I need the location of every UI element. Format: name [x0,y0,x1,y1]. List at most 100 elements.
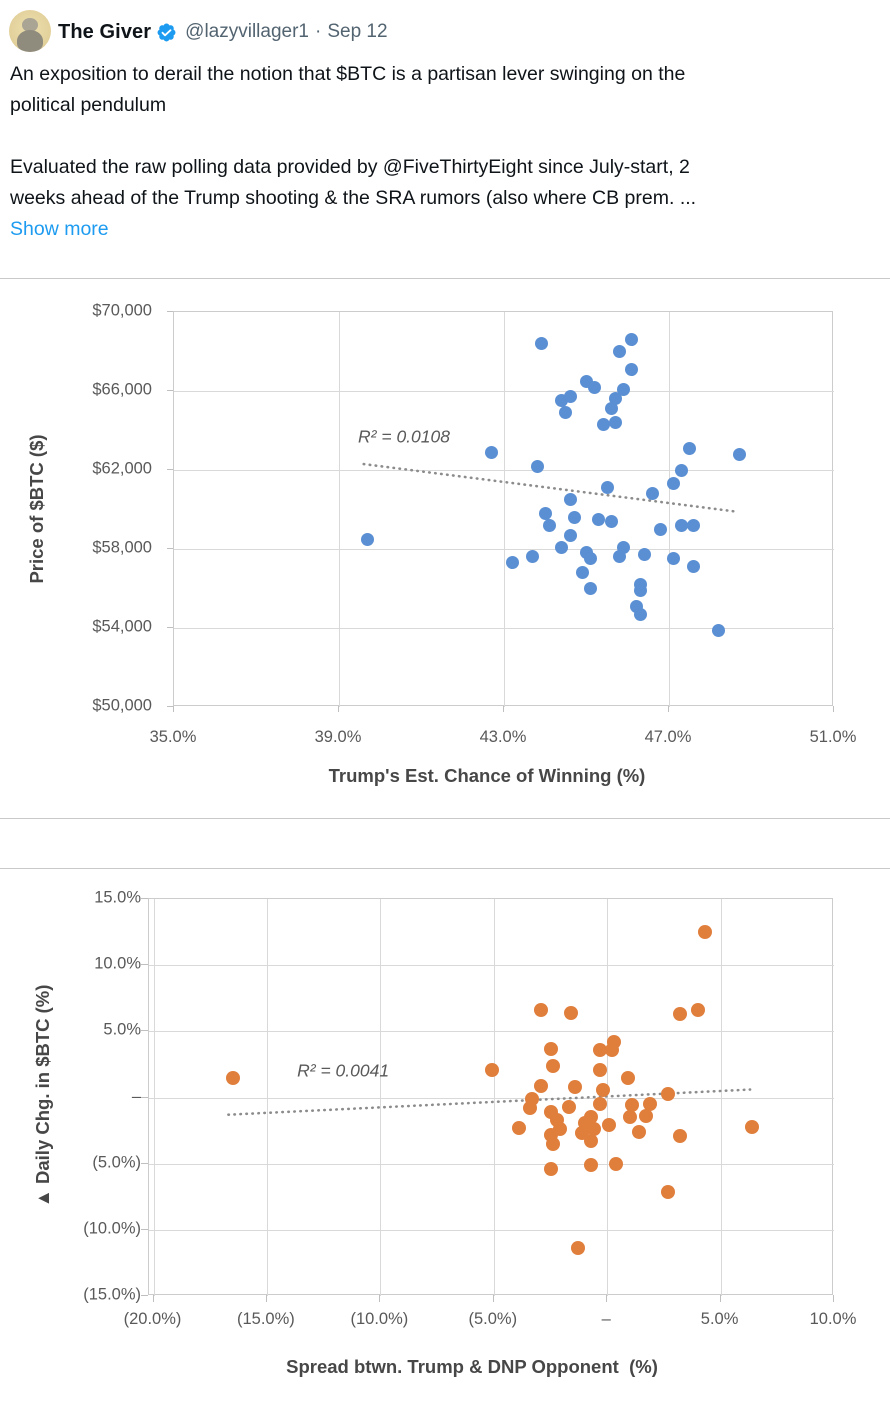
scatter-point [608,392,622,406]
scatter-point [543,1041,558,1056]
scatter-point [613,550,626,564]
scatter-point [542,518,556,532]
divider [0,278,890,279]
scatter-point [563,1005,578,1020]
scatter-point [674,518,688,532]
scatter-point [596,418,610,432]
y-tick-label: 5.0% [103,1020,141,1039]
scatter-point [593,1062,608,1077]
x-tick-mark [379,1295,381,1302]
x-tick-label: 35.0% [149,728,197,746]
scatter-point [361,532,375,546]
scatter-point [602,1118,617,1133]
x-tick-label: 39.0% [314,728,362,746]
x-tick-mark [338,706,339,712]
x-axis-title: Spread btwn. Trump & DNP Opponent (%) [286,1356,658,1377]
scatter-point [745,1119,760,1134]
scatter-point [559,406,573,420]
scatter-point [732,447,746,461]
y-tick-mark [141,964,148,966]
scatter-point [666,477,680,491]
gridline-horizontal [174,391,834,392]
tweet-header: The Giver @lazyvillager1 · Sep 12 [58,18,388,46]
verified-badge-icon [156,22,177,43]
tweet-text: An exposition to derail the notion that … [10,59,878,245]
scatter-point [687,518,701,532]
avatar[interactable] [9,10,51,52]
y-tick-label: $70,000 [92,301,152,320]
x-tick-mark [265,1295,267,1302]
scatter-point [563,528,577,542]
scatter-point [683,441,697,455]
scatter-point [604,402,618,416]
scatter-point [687,560,701,574]
trendline [227,1088,752,1117]
y-tick-mark [167,706,173,707]
scatter-point [637,548,651,562]
scatter-point [225,1070,240,1085]
y-tick-label: $66,000 [92,380,152,399]
tweet-date[interactable]: Sep 12 [327,21,388,42]
scatter-point [672,1128,687,1143]
scatter-point [617,382,631,396]
y-axis-title: ▲ Daily Chg. in $BTC (%) [32,984,53,1208]
display-name[interactable]: The Giver [58,20,152,43]
scatter-point [604,514,618,528]
scatter-point [617,540,631,554]
x-tick-label: (20.0%) [123,1310,182,1328]
separator-dot: · [315,21,322,42]
r-squared-label: R² = 0.0041 [297,1060,390,1081]
scatter-point [593,1097,608,1112]
gridline-vertical [669,312,670,707]
scatter-point [661,1086,676,1101]
y-tick-label: $50,000 [92,696,152,715]
divider [0,868,890,869]
scatter-point [697,925,712,940]
x-tick-label: (5.0%) [468,1310,518,1328]
tweet-line: weeks ahead of the Trump shooting & the … [10,187,697,209]
scatter-point [593,1042,608,1057]
scatter-point [622,1110,637,1125]
y-tick-mark [141,898,148,899]
x-tick-mark [833,706,834,712]
scatter-point [545,1058,560,1073]
x-tick-mark [833,1295,834,1302]
scatter-point [625,1098,640,1113]
gridline-horizontal [149,965,834,967]
y-tick-mark [141,1228,148,1230]
scatter-point [563,493,577,507]
y-tick-label: (15.0%) [83,1285,141,1304]
scatter-point [584,582,598,595]
gridline-vertical [504,312,505,707]
scatter-point [633,584,647,597]
gridline-horizontal [149,1031,834,1033]
tweet-line: Evaluated the raw polling data provided … [10,156,690,178]
x-tick-label: 47.0% [644,728,692,746]
user-handle[interactable]: @lazyvillager1 [185,21,309,42]
y-tick-mark [141,1295,148,1296]
scatter-point [672,1007,687,1022]
y-tick-label: (5.0%) [92,1153,141,1172]
y-tick-label: (10.0%) [83,1219,141,1238]
scatter-point [661,1184,676,1199]
x-tick-mark [503,706,504,712]
x-tick-label: 5.0% [700,1310,739,1328]
scatter-point [538,507,552,520]
scatter-point [600,481,614,495]
gridline-horizontal [149,1229,834,1231]
gridline-horizontal [174,470,834,471]
scatter-point [543,1162,558,1176]
plot-area [173,311,834,707]
scatter-point [530,459,544,473]
scatter-point [625,362,639,376]
scatter-point [526,550,540,564]
y-tick-mark [167,548,173,549]
scatter-point [592,512,606,526]
scatter-point [584,1158,599,1172]
x-tick-label: (15.0%) [237,1310,295,1328]
show-more-link[interactable]: Show more [10,218,109,240]
scatter-point [568,1079,583,1094]
